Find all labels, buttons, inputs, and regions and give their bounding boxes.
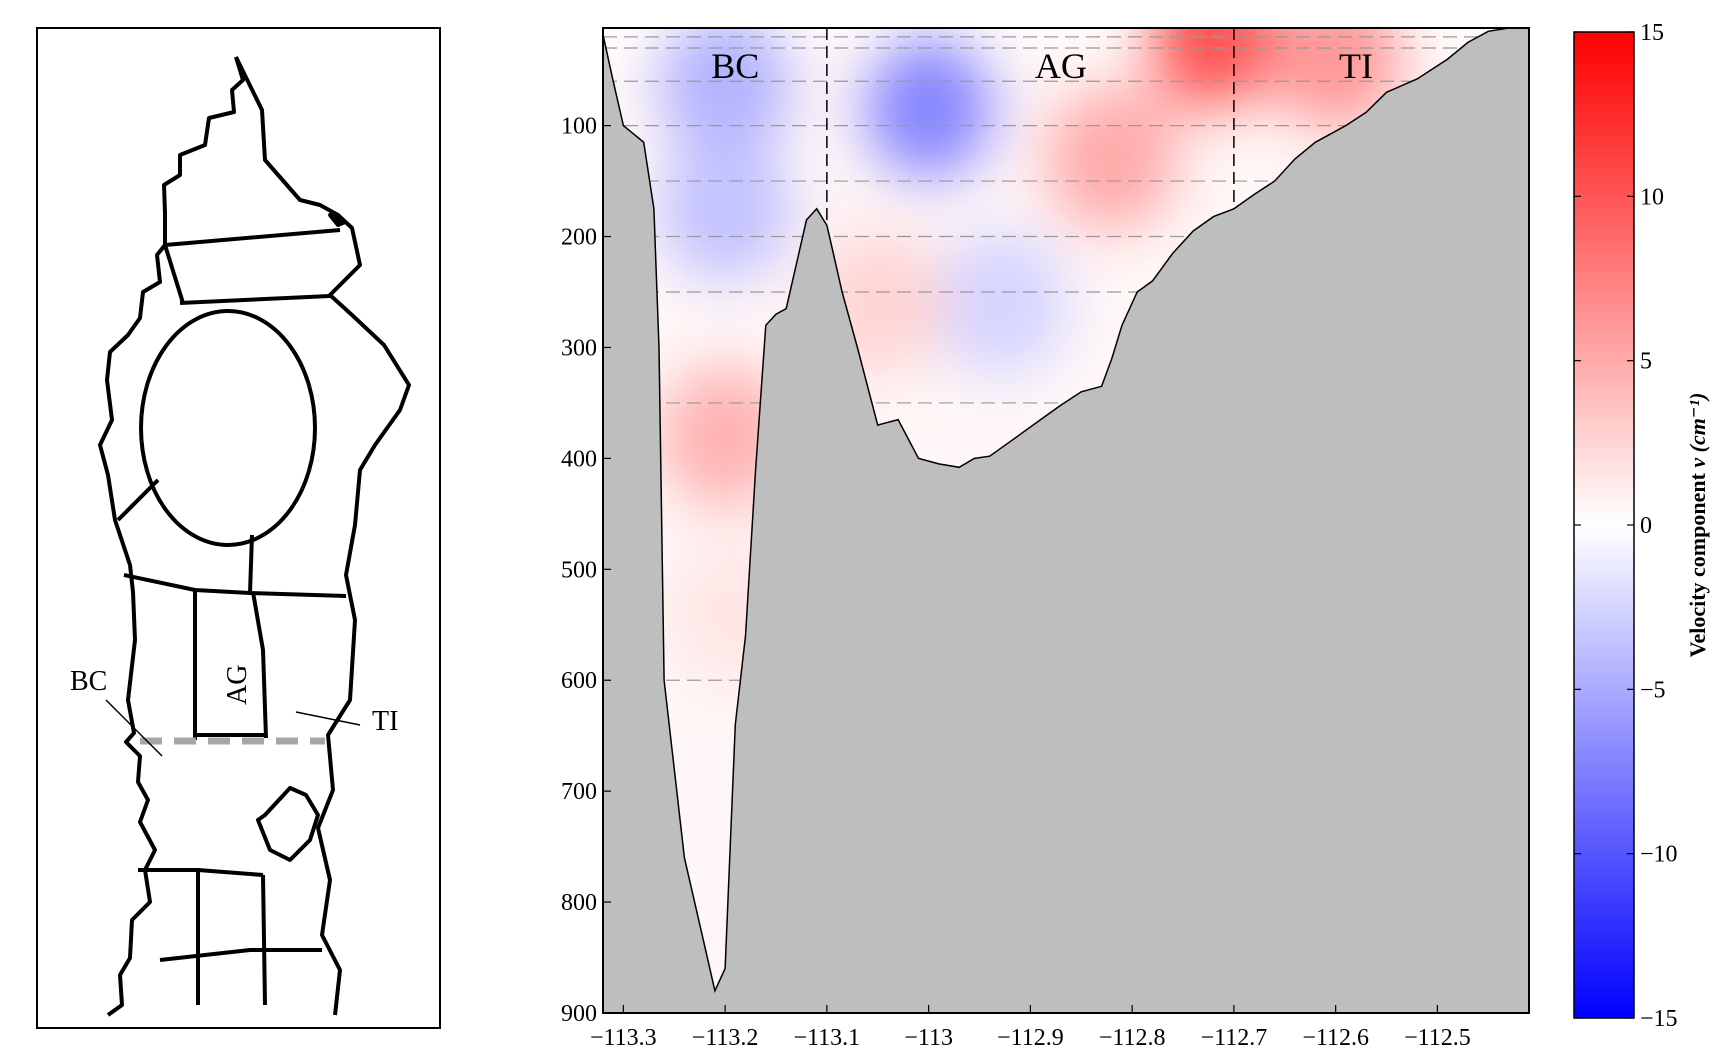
colorbar-label-units: v (cm⁻¹) <box>1685 393 1710 468</box>
y-tick-label: 300 <box>561 335 597 361</box>
seafloor-bathymetry <box>602 27 1530 1014</box>
plot-frame <box>602 27 1530 1014</box>
colorbar: 15 10 5 0 −5 −10 −15 Velocity component v (cm⁻… <box>1573 20 1710 1032</box>
colorbar-tick-label: 15 <box>1640 20 1664 46</box>
y-tick-label: 800 <box>561 890 597 916</box>
map-label-ti: TI <box>372 706 398 737</box>
x-tick-label: −112.7 <box>1201 1025 1268 1051</box>
velocity-anomaly <box>858 33 999 184</box>
velocity-anomaly <box>1041 83 1182 234</box>
colorbar-label: Velocity component v (cm⁻¹) <box>1685 393 1710 658</box>
colorbar-tick-label: 5 <box>1640 349 1652 375</box>
region-boundaries <box>826 28 1235 226</box>
x-tick-label: −112.6 <box>1302 1025 1369 1051</box>
x-tick-label: −113 <box>904 1025 953 1051</box>
colorbar-tick-label: −5 <box>1640 677 1666 703</box>
colorbar-tick-label: 0 <box>1640 513 1652 539</box>
x-tick-label: −112.9 <box>997 1025 1064 1051</box>
map-label-bc: BC <box>70 666 107 697</box>
region-label-ti: TI <box>1339 46 1373 86</box>
colorbar-ticks: 15 10 5 0 −5 −10 −15 <box>1574 20 1678 1032</box>
ti-leader-line <box>295 711 361 726</box>
x-tick-label: −113.1 <box>794 1025 861 1051</box>
map-label-ag: AG <box>222 665 253 705</box>
colorbar-gradient <box>1573 31 1635 1019</box>
x-tick-label: −113.3 <box>590 1025 657 1051</box>
velocity-anomaly <box>1143 28 1284 118</box>
x-tick-label: −112.8 <box>1099 1025 1166 1051</box>
x-axis: −113.3 −113.2 −113.1 −113 −112.9 −112.8 −112.7… <box>590 1005 1471 1051</box>
y-tick-label: 200 <box>561 225 597 251</box>
x-tick-label: −113.2 <box>692 1025 759 1051</box>
y-tick-label: 100 <box>561 114 597 140</box>
location-map: BC TI AG <box>36 27 441 1029</box>
y-tick-label: 600 <box>561 668 597 694</box>
x-tick-label: −112.5 <box>1404 1025 1471 1051</box>
y-tick-label: 700 <box>561 779 597 805</box>
colorbar-tick-label: −10 <box>1640 842 1678 868</box>
y-tick-label: 400 <box>561 446 597 472</box>
y-axis: 100 200 300 400 500 600 700 800 900 <box>561 114 611 1027</box>
region-label-ag: AG <box>1035 46 1087 86</box>
coastline <box>98 56 411 1017</box>
velocity-anomaly <box>655 133 796 284</box>
region-label-bc: BC <box>711 46 759 86</box>
y-tick-label: 900 <box>561 1001 597 1027</box>
map-frame <box>36 27 441 1029</box>
region-labels: BC AG TI <box>711 46 1373 86</box>
velocity-section-plot: BC AG TI −113.3 −113.2 −113.1 −113 −112.9 −112.… <box>561 27 1530 1051</box>
bc-leader-line <box>105 699 163 757</box>
velocity-anomaly <box>929 228 1070 379</box>
colorbar-label-text: Velocity component <box>1685 472 1710 657</box>
colorbar-tick-label: 10 <box>1640 184 1664 210</box>
colorbar-tick-label: −15 <box>1640 1006 1678 1032</box>
velocity-anomaly <box>655 28 796 162</box>
y-tick-label: 500 <box>561 557 597 583</box>
